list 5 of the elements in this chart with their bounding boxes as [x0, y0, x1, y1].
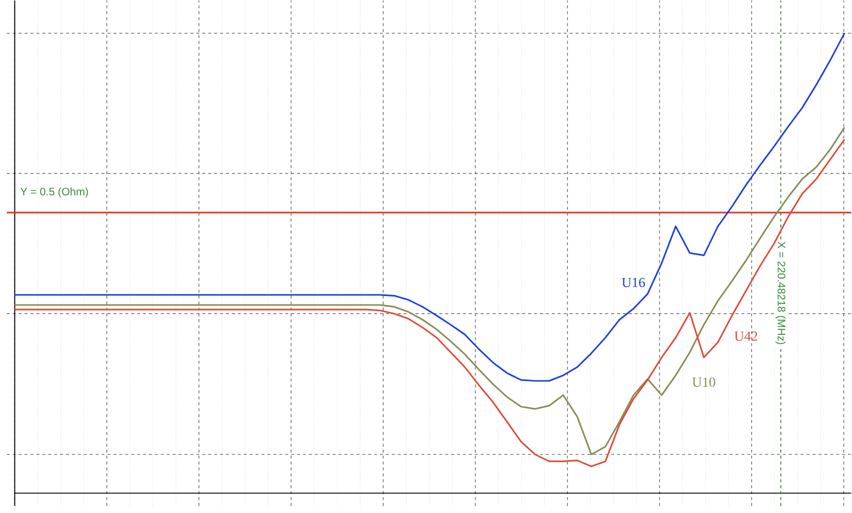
series-label: U16 [622, 278, 646, 288]
annotation: Y = 0.5 (Ohm) [20, 188, 88, 198]
series-label: U42 [734, 332, 758, 341]
annotation: X = 220.48218 (MHz) [776, 242, 786, 344]
series-label: U10 [692, 378, 716, 387]
